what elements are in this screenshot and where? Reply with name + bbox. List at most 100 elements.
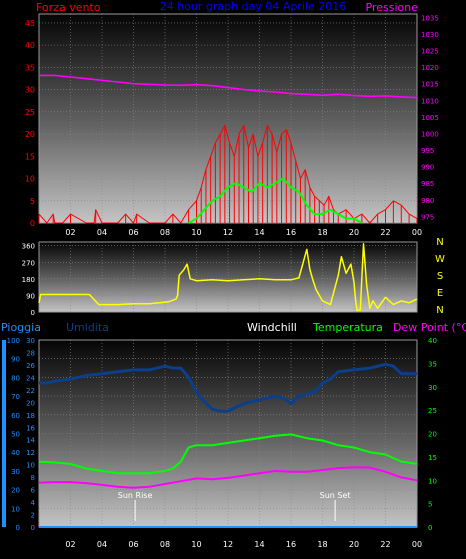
wind-y-tick-label: 15 <box>25 152 35 161</box>
wind-axis-title: Forza vento <box>36 1 101 14</box>
humidity-x-tick-label: 08 <box>160 540 170 549</box>
humidity-x-tick-label: 02 <box>65 540 75 549</box>
humidity-y-tick-label: 30 <box>11 468 20 476</box>
humidity-x-tick-label: 16 <box>286 540 296 549</box>
humidity-x-tick-label: 06 <box>128 540 138 549</box>
wind-x-tick-label: 22 <box>380 228 390 237</box>
pressure-y-tick-label: 985 <box>421 180 434 188</box>
wind-x-tick-label: 18 <box>317 228 327 237</box>
humidity-y-tick-label: 60 <box>11 412 20 420</box>
temperature-y-tick-label: 10 <box>428 477 437 485</box>
wind-x-tick-label: 12 <box>223 228 233 237</box>
humidity-x-tick-label: 12 <box>223 540 233 549</box>
direction-plot-area <box>38 241 418 313</box>
temperature-axis-title: Temperatura <box>312 321 383 334</box>
dewpoint-line <box>38 466 418 489</box>
rain-y-tick-label: 4 <box>31 499 36 507</box>
pressure-y-tick-label: 990 <box>421 164 434 172</box>
direction-y-tick-label: 360 <box>22 243 35 251</box>
rain-y-tick-label: 20 <box>26 399 35 407</box>
rain-y-tick-label: 0 <box>31 524 35 532</box>
wind-x-tick-label: 20 <box>349 228 359 237</box>
humidity-x-tick-label: 10 <box>191 540 201 549</box>
wind-y-tick-label: 10 <box>25 175 35 184</box>
wind-x-tick-label: 16 <box>286 228 296 237</box>
wind-x-tick-label: 00 <box>412 228 422 237</box>
rain-y-tick-label: 28 <box>26 349 35 357</box>
humidity-y-tick-label: 50 <box>11 431 20 439</box>
temperature-y-tick-label: 20 <box>428 431 437 439</box>
wind-y-tick-label: 0 <box>30 219 35 228</box>
pressure-y-tick-label: 1020 <box>421 64 439 72</box>
compass-label: N <box>436 305 443 316</box>
windchill-legend: Windchill <box>247 321 297 334</box>
humidity-line <box>39 362 417 413</box>
dewpoint-legend: Dew Point (°C) <box>393 321 466 334</box>
humidity-y-tick-label: 100 <box>7 337 20 345</box>
pressure-axis-title: Pressione <box>366 1 419 14</box>
compass-label: N <box>436 237 443 248</box>
rain-y-tick-label: 6 <box>31 487 36 495</box>
pressure-y-tick-label: 995 <box>421 147 434 155</box>
wind-y-tick-label: 30 <box>25 86 35 95</box>
rain-scale-bar <box>2 340 6 527</box>
direction-y-tick-label: 0 <box>31 309 35 317</box>
wind-y-tick-label: 5 <box>30 197 35 206</box>
compass-label: E <box>437 288 443 299</box>
temperature-y-tick-label: 40 <box>428 337 437 345</box>
humidity-y-tick-label: 90 <box>11 356 20 364</box>
rain-axis-title: Pioggia <box>1 321 41 334</box>
temperature-y-tick-label: 0 <box>428 524 432 532</box>
humidity-x-tick-label: 18 <box>317 540 327 549</box>
rain-y-tick-label: 12 <box>26 449 35 457</box>
graph-title: 24 hour graph day 04 Aprile 2016 <box>160 0 347 13</box>
temperature-y-tick-label: 35 <box>428 360 437 368</box>
wind-x-tick-label: 08 <box>160 228 170 237</box>
wind-y-tick-label: 40 <box>25 41 35 50</box>
direction-y-tick-label: 270 <box>22 259 35 267</box>
wind-x-tick-label: 10 <box>191 228 201 237</box>
pressure-y-tick-label: 1035 <box>421 14 439 22</box>
humidity-y-tick-label: 10 <box>11 505 20 513</box>
wind-y-tick-label: 25 <box>25 108 35 117</box>
rain-y-tick-label: 24 <box>26 374 35 382</box>
humidity-y-tick-label: 0 <box>16 524 20 532</box>
wind-y-tick-label: 45 <box>25 19 35 28</box>
humidity-y-tick-label: 80 <box>11 374 20 382</box>
rain-y-tick-label: 2 <box>31 512 35 520</box>
humidity-y-tick-label: 70 <box>11 393 20 401</box>
rain-y-tick-label: 18 <box>26 412 35 420</box>
wind-y-tick-label: 20 <box>25 130 35 139</box>
compass-label: S <box>437 271 443 282</box>
pressure-y-tick-label: 1010 <box>421 97 439 105</box>
temperature-y-tick-label: 5 <box>428 501 432 509</box>
pressure-y-tick-label: 1025 <box>421 47 439 55</box>
humidity-x-tick-label: 00 <box>412 540 422 549</box>
pressure-y-tick-label: 1005 <box>421 114 439 122</box>
pressure-y-tick-label: 1015 <box>421 81 439 89</box>
humidity-y-tick-label: 20 <box>11 487 20 495</box>
pressure-y-tick-label: 980 <box>421 197 434 205</box>
wind-x-tick-label: 14 <box>254 228 264 237</box>
rain-y-tick-label: 22 <box>26 387 35 395</box>
compass-label: W <box>435 254 445 265</box>
direction-y-tick-label: 180 <box>22 276 35 284</box>
humidity-temperature-panel: 0102030405060708090100024681012141618202… <box>2 337 437 549</box>
wind-y-tick-label: 35 <box>25 63 35 72</box>
wind-x-tick-label: 06 <box>128 228 138 237</box>
rain-y-tick-label: 14 <box>26 437 35 445</box>
humidity-x-tick-label: 14 <box>254 540 264 549</box>
pressure-y-tick-label: 1030 <box>421 31 439 39</box>
humidity-x-tick-label: 20 <box>349 540 359 549</box>
sun-rise-label: Sun Rise <box>118 491 153 500</box>
rain-y-tick-label: 30 <box>26 337 35 345</box>
humidity-axis-title: Umidita <box>66 321 109 334</box>
temperature-y-tick-label: 25 <box>428 407 437 415</box>
rain-y-tick-label: 8 <box>31 474 35 482</box>
rain-y-tick-label: 16 <box>26 424 35 432</box>
temperature-y-tick-label: 30 <box>428 384 437 392</box>
pressure-y-tick-label: 975 <box>421 213 434 221</box>
